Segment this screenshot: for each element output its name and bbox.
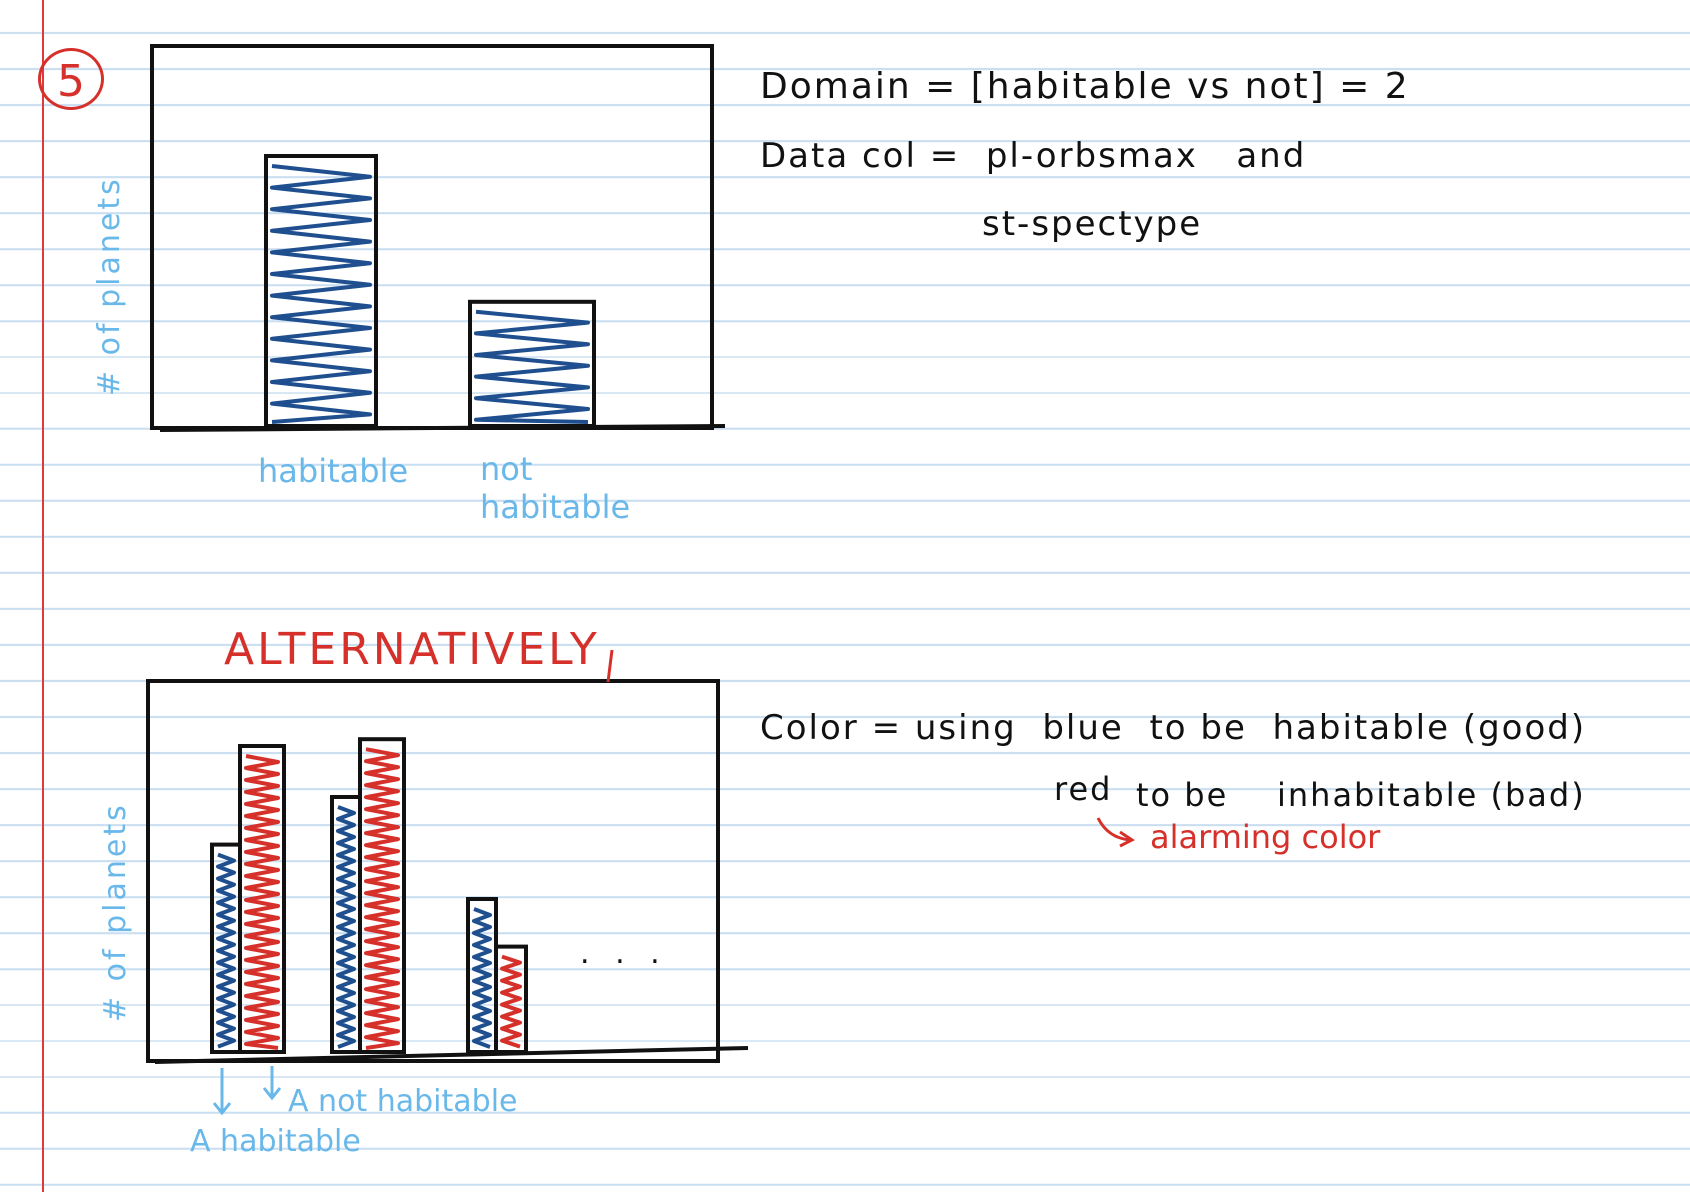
- color-note-inhabitable: to be inhabitable (bad): [1136, 776, 1586, 814]
- heading-tail: [606, 649, 614, 683]
- color-note-red-word: red: [1054, 770, 1113, 808]
- sketch1-y-axis-label: # of planets: [92, 176, 127, 396]
- color-note: Color = using blue to be habitable (good…: [760, 708, 1587, 748]
- data-columns-note: Data col = pl-orbsmax and: [760, 136, 1307, 176]
- page-number-circle: 5: [38, 48, 104, 110]
- notebook-margin-line: [42, 0, 44, 1192]
- sketch2-group2-not-habitable-scribble: [500, 954, 522, 1049]
- sketch2-y-axis-label: # of planets: [98, 802, 133, 1022]
- sketch1-bar-1: [468, 299, 596, 428]
- sketch1-bar-0-scribble: [270, 164, 372, 424]
- sketch2-frame: [146, 679, 720, 1063]
- sketch2-group0-not-habitable-scribble: [244, 754, 280, 1050]
- sketch2-group1-not-habitable-scribble: [364, 747, 400, 1050]
- sketch2-baseline: [154, 1046, 749, 1064]
- sketch1-bar-0: [264, 154, 378, 428]
- alarm-arrow: [1096, 817, 1135, 848]
- sketch2-bars: [210, 737, 528, 1054]
- sketch2-group0-not-habitable: [238, 744, 286, 1054]
- sketch1-frame: [150, 44, 714, 430]
- arrow-not-habitable: [262, 1066, 282, 1101]
- sketch1-bars: [264, 154, 596, 428]
- sketch1-category-not-habitable: not habitable: [480, 450, 631, 526]
- arrow-habitable: [212, 1068, 232, 1116]
- sketch1-bar-1-scribble: [474, 309, 590, 424]
- annotation-habitable: A habitable: [190, 1124, 361, 1159]
- alarming-color-note: alarming color: [1150, 818, 1381, 856]
- more-groups-ellipsis: . . .: [580, 936, 668, 971]
- sketch2-group0-habitable-scribble: [216, 852, 236, 1049]
- sketch2-group1-not-habitable: [358, 737, 406, 1054]
- data-columns-note-continued: st-spectype: [982, 204, 1203, 244]
- sketch1-baseline: [159, 424, 726, 432]
- annotation-not-habitable: A not habitable: [288, 1084, 518, 1119]
- domain-note: Domain = [habitable vs not] = 2: [760, 66, 1410, 107]
- sketch2-group2-habitable-scribble: [472, 907, 492, 1049]
- sketch2-group1-habitable-scribble: [336, 805, 356, 1049]
- sketch2-group2-not-habitable: [494, 944, 528, 1054]
- alternatively-heading: ALTERNATIVELY: [224, 624, 600, 675]
- sketch1-category-habitable: habitable: [258, 452, 409, 490]
